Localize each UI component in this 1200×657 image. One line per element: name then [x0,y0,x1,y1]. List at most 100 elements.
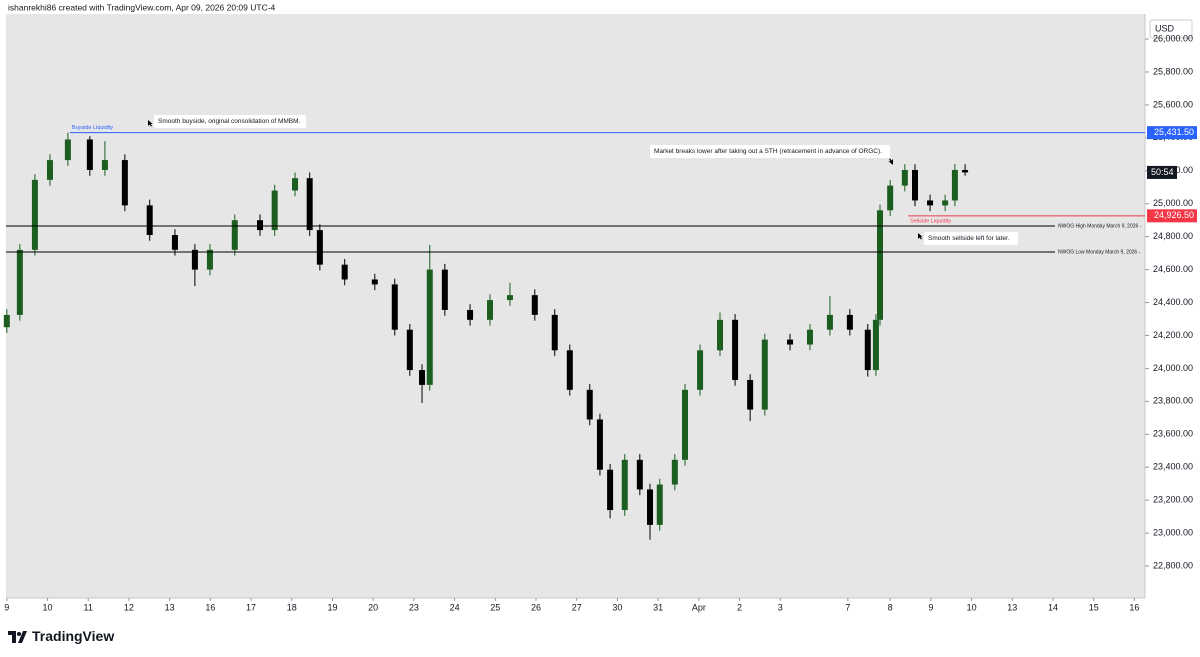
candle-body [531,295,538,315]
y-tick-label: 24,600.00 [1153,264,1193,274]
x-tick-label: 13 [165,602,175,612]
level-label: Buyside Liquidity [72,125,114,131]
header: ishanrekhi86 created with TradingView.co… [8,2,276,12]
cursor-icon [888,158,893,165]
candle-body [271,190,278,231]
y-tick-label: 23,000.00 [1153,527,1193,537]
level-label: NWOG High Monday March 9, 2026 - [1058,223,1142,229]
x-tick-label: 15 [1089,602,1099,612]
annotation: Smooth buyside, original consolidation o… [148,115,306,128]
x-tick-label: 26 [531,602,541,612]
candle-body [46,160,53,180]
candle-body [231,220,238,250]
x-tick-label: 30 [612,602,622,612]
candle-body [682,389,689,460]
candle-body [257,220,264,231]
x-tick-label: 18 [287,602,297,612]
countdown-box [1147,165,1177,179]
candle-body [3,314,10,328]
candle-body [846,314,853,330]
x-tick-label: 27 [572,602,582,612]
candle-body [717,319,724,351]
brand: TradingView [8,628,114,644]
x-tick-label: 20 [368,602,378,612]
x-tick-label: 9 [928,602,933,612]
level-label: Sellside Liquidity [910,218,951,224]
x-tick-label: 23 [409,602,419,612]
x-tick-label: 9 [4,602,9,612]
candle-body [646,489,653,525]
candle-body [16,249,23,315]
currency: USD [1155,23,1175,33]
x-tick-label: Apr [692,602,706,612]
candle-body [697,350,704,390]
candle-body [306,178,313,231]
candle-body [121,160,128,206]
candle-body [621,459,628,511]
annotation-text: Smooth sellside left for later. [928,235,1010,242]
y-tick-label: 22,800.00 [1153,560,1193,570]
annotation: Market breaks lower after taking out a S… [650,145,893,165]
x-tick-label: 2 [737,602,742,612]
candle-body [419,370,426,385]
plot: Buyside Liquidity Sellside Liquidity NWOG … [3,125,1145,540]
candle-body [636,459,643,490]
y-tick-label: 23,800.00 [1153,396,1193,406]
candle-body [467,309,474,320]
candle-body [951,169,958,201]
candle-body [191,249,198,270]
currency-box[interactable] [1149,19,1193,39]
cursor-icon [918,233,923,240]
candle-body [826,314,833,330]
annotation-box [154,115,306,128]
y-tick-label: 24,000.00 [1153,363,1193,373]
candle-body [64,139,71,161]
annotation-text: Market breaks lower after taking out a S… [654,148,882,155]
brand-logo [8,631,27,643]
candle-body [487,300,494,320]
annotation-box [924,232,1018,245]
brand-logo-dot [17,632,21,636]
candle-body [962,169,969,173]
annotation-text: Smooth buyside, original consolidation o… [158,118,301,125]
x-tick-label: 16 [1129,602,1139,612]
annotation-box [650,145,890,158]
candle-body [656,484,663,525]
candle-body [607,469,614,511]
candle-body [872,319,879,371]
candle-body [887,185,894,211]
candle-body [146,205,153,236]
candle-body [732,319,739,380]
candle-body [171,235,178,250]
candle-body [206,249,213,270]
x-tick-label: 10 [43,602,53,612]
price-label: 24,926.50 [1154,210,1194,220]
y-tick-label: 26,000.00 [1153,33,1193,43]
candle-body [341,264,348,280]
x-tick-label: 14 [1048,602,1058,612]
candle-body [566,350,573,390]
candle-body [406,329,413,371]
y-tick-label: 25,600.00 [1153,99,1193,109]
candle-body [806,329,813,345]
level-label: NWOG Low Monday March 9, 2026 - [1058,249,1141,255]
y-tick-label: 23,600.00 [1153,429,1193,439]
candle-body [371,279,378,285]
x-tick-label: 19 [327,602,337,612]
x-tick-label: 12 [124,602,134,612]
y-tick-label: 23,200.00 [1153,495,1193,505]
x-tick-label: 31 [653,602,663,612]
candle-body [747,379,754,410]
annotation: Smooth sellside left for later. [918,232,1018,245]
candle-body [316,230,323,265]
y-tick-label: 25,000.00 [1153,198,1193,208]
x-tick-label: 3 [778,602,783,612]
brand-name: TradingView [32,628,114,644]
candle-body [927,200,934,206]
x-tick-label: 24 [450,602,460,612]
candle-body [942,200,949,206]
x-tick-label: 7 [845,602,850,612]
price-label-box [1147,126,1197,140]
candle-body [101,160,108,170]
